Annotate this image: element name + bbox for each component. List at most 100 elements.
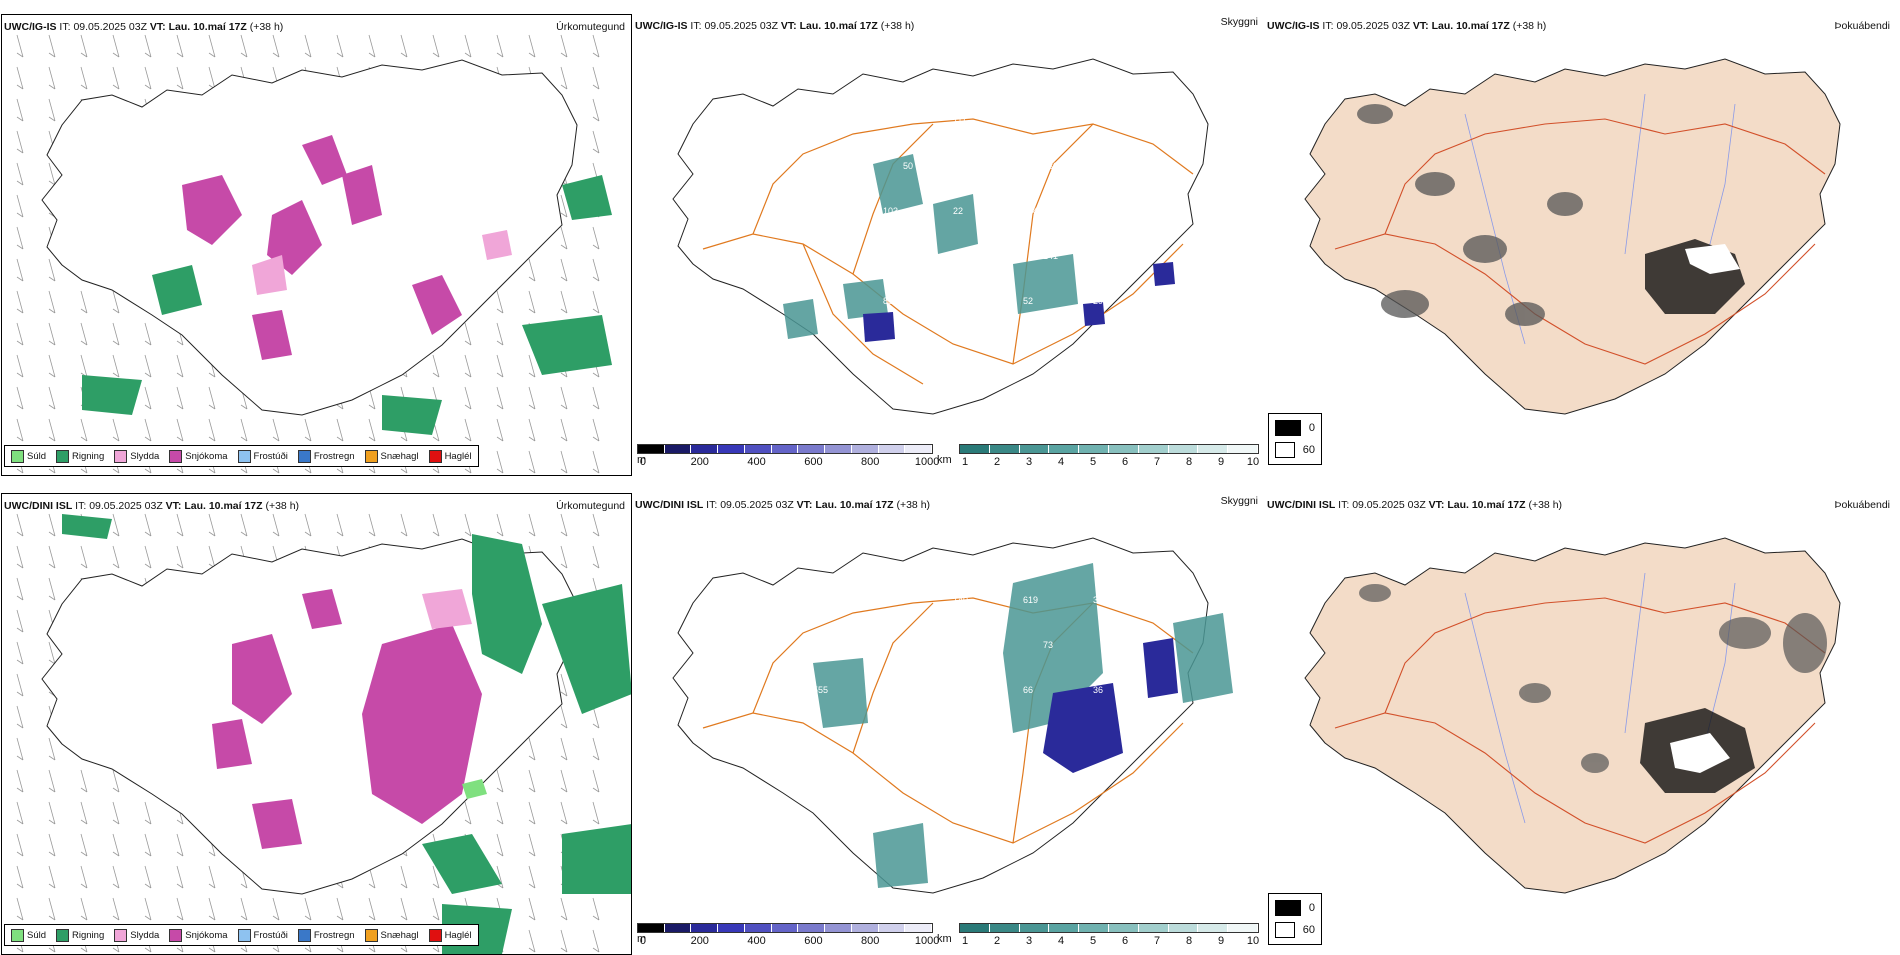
wind-barb — [592, 386, 600, 410]
wind-barb — [144, 513, 152, 537]
wind-barb — [144, 833, 152, 857]
wind-barb — [48, 322, 56, 346]
wind-barb — [112, 513, 120, 537]
wind-barb — [560, 194, 568, 218]
legend-swatch — [56, 449, 70, 463]
ceiling-label: 68 — [953, 685, 963, 695]
roads — [1334, 597, 1826, 844]
panel-header: UWC/IG-IS IT: 09.05.2025 03Z VT: Lau. 10… — [4, 21, 284, 33]
colorbar-segment — [960, 445, 990, 453]
low-ceiling-areas — [863, 262, 1175, 342]
legend-swatch — [11, 449, 24, 463]
wind-barb — [304, 34, 312, 58]
wind-barb — [144, 354, 152, 378]
wind-barb — [240, 418, 248, 442]
legend-swatch — [428, 449, 442, 463]
wind-barb — [336, 34, 344, 58]
fog-map — [1304, 537, 1841, 894]
wind-barb — [592, 545, 600, 569]
wind-barb — [560, 34, 568, 58]
ceiling-label: 73 — [833, 341, 843, 351]
fog-legend-label: 0 — [1308, 422, 1315, 434]
wind-barb — [240, 34, 248, 58]
legend-swatch — [114, 928, 128, 942]
colorbar-tick: 8 — [1185, 935, 1193, 947]
wind-barb — [560, 769, 568, 793]
colorbar-tick: 2 — [993, 935, 1001, 947]
iceland-outline — [672, 537, 1209, 894]
ceiling-label: 104 — [1023, 206, 1038, 216]
precip-type-panel-top: UWC/IG-IS IT: 09.05.2025 03Z VT: Lau. 10… — [1, 14, 632, 476]
wind-barb — [496, 386, 504, 410]
wind-barb — [528, 737, 536, 761]
ceiling-label: 45 — [1113, 251, 1123, 261]
wind-barb — [16, 322, 24, 346]
colorbar-segment — [1019, 445, 1050, 453]
colorbar-segment — [664, 924, 692, 932]
wind-barb — [48, 577, 56, 601]
wind-barb — [176, 418, 184, 442]
wind-barb — [16, 705, 24, 729]
legend-label: Súld — [27, 929, 47, 941]
fog-legend-bottom: 0 60 — [1268, 893, 1322, 945]
colorbar-segment — [1079, 924, 1109, 932]
wind-barb — [368, 897, 376, 921]
ceiling-label: 141 — [1043, 251, 1058, 261]
wind-barb — [112, 354, 120, 378]
ceiling-label: 619 — [1023, 595, 1038, 605]
ceiling-panel-bottom: UWC/DINI ISL IT: 09.05.2025 03Z VT: Lau.… — [633, 493, 1264, 955]
wind-barb — [144, 801, 152, 825]
colorbar-tick: 10 — [1246, 456, 1260, 468]
wind-barb — [16, 34, 24, 58]
colorbar-segment — [638, 445, 665, 453]
wind-barb — [144, 418, 152, 442]
wind-barb — [496, 418, 504, 442]
colorbar-segment — [744, 924, 772, 932]
visibility-colorbar: 1 2 3 4 5 6 7 8 9 10 km — [937, 444, 1260, 474]
colorbar-segment — [1049, 924, 1080, 932]
wind-barb — [528, 258, 536, 282]
wind-barb — [48, 897, 56, 921]
colorbar-tick: 6 — [1121, 456, 1129, 468]
colorbar-segment — [851, 445, 879, 453]
wind-barb — [16, 258, 24, 282]
ceiling-label: 67 — [813, 296, 823, 306]
colorbar-segment — [798, 924, 826, 932]
wind-barb — [496, 322, 504, 346]
fog-legend-row: 60 — [1275, 922, 1315, 938]
wind-barb — [368, 34, 376, 58]
legend-swatch — [56, 928, 70, 942]
ceiling-label: 111 — [953, 116, 967, 126]
wind-barb — [16, 418, 24, 442]
wind-barb — [16, 577, 24, 601]
wind-barb — [48, 545, 56, 569]
wind-barb — [80, 290, 88, 314]
ceiling-label: 28 — [763, 251, 773, 261]
wind-barb — [528, 386, 536, 410]
wind-barb — [560, 737, 568, 761]
colorbar-tick: 800 — [861, 935, 880, 947]
wind-barb — [560, 418, 568, 442]
iceland-fill — [1304, 58, 1841, 415]
wind-barb — [80, 865, 88, 889]
legend-swatch — [297, 449, 311, 463]
legend-label: Slydda — [130, 929, 160, 941]
ceiling-label: 36 — [1093, 685, 1103, 695]
wind-barb — [528, 354, 536, 378]
ceiling-label: 270 — [833, 640, 848, 650]
ceiling-label: 527 — [763, 161, 778, 171]
wind-barb — [48, 833, 56, 857]
wind-barb — [464, 513, 472, 537]
wind-barb — [48, 98, 56, 122]
wind-barb — [560, 290, 568, 314]
wind-barb — [528, 801, 536, 825]
ceiling-label: 121 — [903, 341, 918, 351]
wind-barb — [112, 801, 120, 825]
colorbar-tick: 600 — [804, 456, 823, 468]
wind-barb — [48, 66, 56, 90]
precip-legend: Súld Rigning Slydda Snjókoma Frostúði Frostre… — [4, 445, 479, 467]
colorbar-segment — [1198, 445, 1229, 453]
wind-barb — [560, 801, 568, 825]
wind-barb — [528, 865, 536, 889]
colorbar-segment — [960, 924, 990, 932]
